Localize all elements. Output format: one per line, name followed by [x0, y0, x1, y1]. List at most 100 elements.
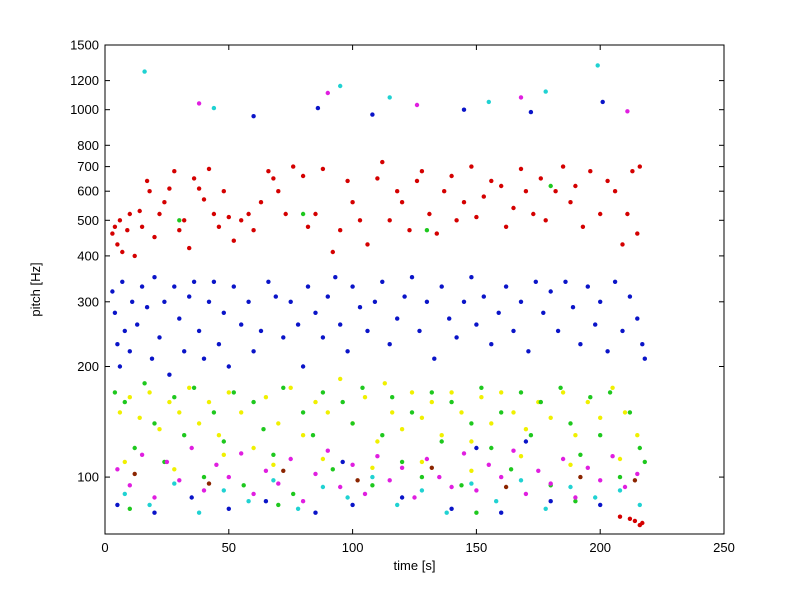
data-point — [585, 284, 590, 289]
data-point — [281, 468, 286, 473]
data-point — [380, 433, 385, 438]
data-point — [226, 506, 231, 511]
data-point — [489, 178, 494, 184]
data-point — [139, 284, 145, 289]
data-point — [177, 316, 182, 321]
data-point — [553, 189, 558, 194]
data-point — [122, 459, 128, 465]
data-point — [350, 462, 355, 467]
data-point — [137, 415, 142, 420]
data-point — [152, 510, 157, 515]
x-tick-label: 100 — [342, 540, 364, 555]
data-point — [276, 481, 281, 486]
data-point — [444, 510, 449, 515]
data-point — [172, 169, 177, 174]
data-point — [419, 415, 425, 420]
data-point — [635, 231, 640, 236]
data-point — [206, 481, 212, 486]
data-point — [560, 164, 566, 169]
data-point — [508, 467, 514, 472]
data-point — [523, 427, 529, 432]
data-point — [177, 218, 182, 223]
data-point — [489, 342, 494, 347]
data-point — [187, 245, 192, 251]
data-point — [573, 499, 578, 504]
data-point — [598, 415, 603, 420]
data-point — [271, 462, 276, 467]
data-point — [563, 279, 568, 284]
data-point — [263, 468, 269, 473]
data-point — [226, 214, 231, 220]
data-point — [409, 275, 415, 280]
data-point — [276, 502, 281, 508]
data-point — [157, 335, 162, 340]
y-tick-label: 1200 — [70, 73, 99, 88]
data-point — [642, 356, 647, 361]
data-point — [573, 183, 578, 189]
data-points-layer — [110, 63, 647, 528]
data-point — [226, 364, 231, 369]
data-point — [523, 189, 529, 194]
data-point — [271, 452, 276, 457]
data-point — [402, 294, 407, 299]
data-point — [627, 516, 633, 521]
data-point — [152, 275, 157, 280]
data-point — [167, 186, 172, 191]
data-point — [459, 483, 464, 488]
data-point — [142, 381, 147, 386]
data-point — [115, 502, 120, 508]
data-point — [541, 310, 546, 315]
data-point — [461, 299, 467, 304]
data-point — [201, 356, 207, 361]
data-point — [555, 328, 561, 334]
x-tick-label: 200 — [589, 540, 611, 555]
data-point — [300, 173, 306, 179]
data-point — [246, 211, 251, 217]
data-point — [122, 491, 128, 497]
data-point — [246, 299, 251, 304]
data-point — [503, 484, 509, 490]
y-tick-label: 400 — [77, 248, 99, 263]
data-point — [503, 284, 509, 289]
y-tick-label: 100 — [77, 470, 99, 485]
data-point — [214, 462, 219, 467]
data-point — [375, 454, 380, 459]
data-point — [132, 445, 137, 451]
data-point — [503, 224, 509, 229]
data-point — [320, 484, 326, 490]
data-point — [449, 390, 454, 395]
data-point — [239, 322, 244, 327]
data-point — [399, 427, 405, 432]
data-point — [518, 454, 524, 459]
data-point — [573, 433, 578, 438]
data-point — [206, 399, 212, 405]
data-point — [469, 468, 474, 473]
data-point — [164, 459, 170, 465]
data-point — [568, 484, 573, 490]
data-point — [115, 342, 120, 347]
data-point — [370, 112, 375, 117]
data-point — [499, 410, 504, 415]
data-point — [635, 316, 640, 321]
data-point — [305, 224, 311, 229]
data-point — [338, 228, 343, 233]
data-point — [187, 294, 192, 299]
data-point — [486, 462, 491, 467]
data-point — [177, 410, 182, 415]
data-point — [338, 484, 343, 490]
data-point — [375, 176, 380, 181]
data-point — [409, 410, 415, 415]
data-point — [110, 289, 115, 294]
data-point — [536, 468, 541, 473]
y-tick-label: 600 — [77, 184, 99, 199]
data-point — [511, 205, 516, 211]
data-point — [162, 299, 167, 304]
data-point — [177, 478, 182, 483]
data-point — [360, 385, 365, 390]
data-point — [157, 211, 162, 217]
data-point — [172, 481, 177, 486]
data-point — [196, 421, 202, 426]
data-point — [340, 459, 345, 465]
data-point — [251, 349, 256, 354]
data-point — [518, 95, 524, 100]
